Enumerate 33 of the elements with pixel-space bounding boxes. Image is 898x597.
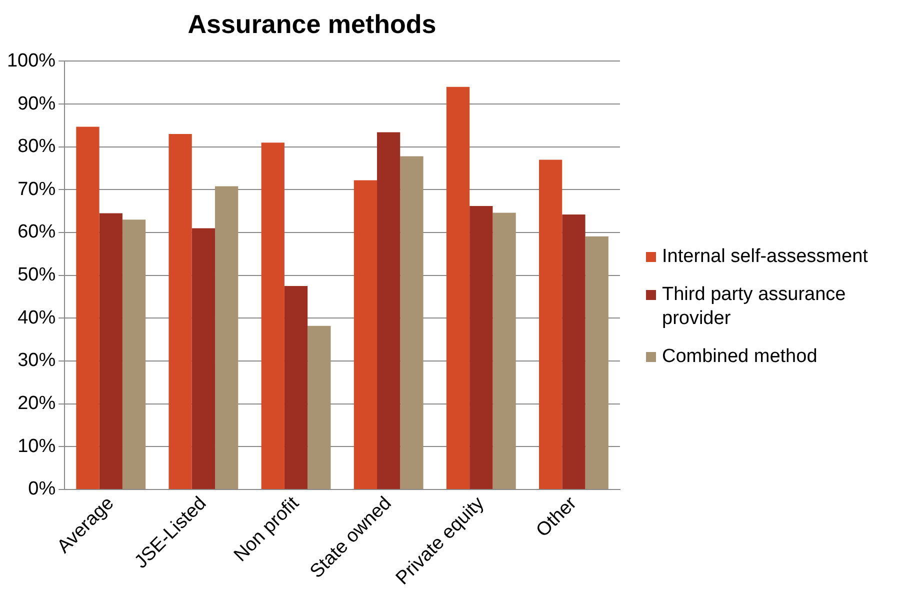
y-tick-label: 40% — [18, 307, 56, 328]
bar — [470, 206, 493, 489]
bar — [585, 236, 608, 489]
legend-label: Combined method — [662, 345, 818, 369]
bar — [192, 228, 216, 489]
bar — [354, 180, 378, 489]
y-tick-label: 30% — [18, 350, 56, 372]
y-tick-label: 0% — [28, 478, 56, 500]
y-tick-label: 50% — [18, 264, 56, 286]
bar — [215, 186, 238, 489]
bar — [122, 220, 146, 489]
bar — [168, 134, 192, 489]
bar — [562, 214, 586, 489]
bar — [539, 160, 562, 489]
bar — [261, 142, 284, 489]
bar — [284, 286, 308, 489]
chart-title: Assurance methods — [188, 8, 436, 39]
y-tick-label: 10% — [18, 436, 56, 457]
legend-label: Internal self-assessment — [662, 245, 868, 269]
y-tick-label: 80% — [18, 136, 56, 158]
y-tick-label: 90% — [18, 93, 56, 114]
bar — [99, 213, 122, 489]
bar — [492, 212, 516, 489]
y-tick-label: 100% — [6, 50, 56, 72]
bar — [308, 326, 331, 489]
bar — [377, 132, 400, 489]
bar — [76, 126, 100, 489]
bar — [446, 86, 470, 489]
y-tick-label: 70% — [18, 178, 56, 200]
y-tick-label: 20% — [18, 393, 56, 414]
bar — [400, 156, 424, 489]
y-tick-label: 60% — [18, 222, 56, 243]
legend-label: Third party assurance provider — [662, 283, 847, 331]
